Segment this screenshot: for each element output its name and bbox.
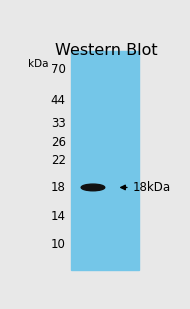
Text: kDa: kDa: [28, 59, 49, 69]
Text: 33: 33: [51, 117, 66, 130]
Text: 70: 70: [51, 63, 66, 76]
Text: 44: 44: [51, 94, 66, 107]
Text: 26: 26: [51, 136, 66, 149]
Text: 18kDa: 18kDa: [133, 181, 171, 194]
Text: Western Blot: Western Blot: [55, 43, 158, 58]
Text: 14: 14: [51, 210, 66, 222]
Text: 18: 18: [51, 181, 66, 194]
Ellipse shape: [81, 184, 105, 191]
Bar: [71, 51, 139, 270]
Text: 10: 10: [51, 238, 66, 251]
Text: 22: 22: [51, 154, 66, 167]
